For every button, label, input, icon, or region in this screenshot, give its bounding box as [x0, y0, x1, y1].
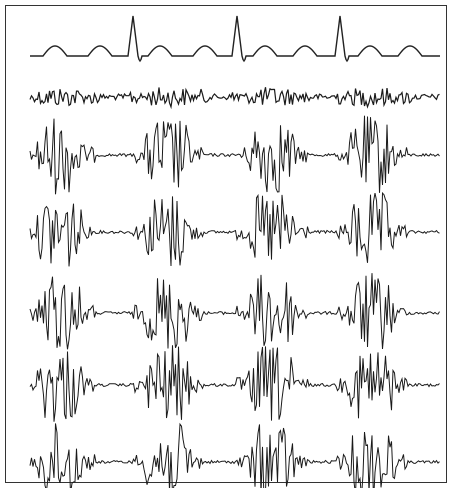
sound-trace	[29, 115, 440, 195]
sound-trace	[29, 273, 440, 350]
ecg-trace	[30, 15, 440, 63]
sound-trace	[29, 345, 440, 422]
sound-trace	[29, 422, 440, 488]
sound-trace	[29, 87, 440, 110]
sound-trace	[29, 191, 440, 267]
frame	[5, 5, 447, 483]
